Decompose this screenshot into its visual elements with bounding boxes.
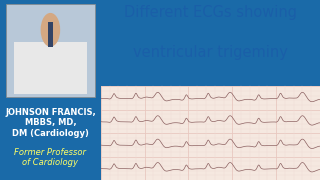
FancyBboxPatch shape — [6, 4, 95, 97]
Text: Different ECGs showing: Different ECGs showing — [124, 5, 297, 20]
FancyBboxPatch shape — [14, 42, 87, 94]
Text: Former Professor
of Cardiology: Former Professor of Cardiology — [14, 148, 86, 167]
FancyBboxPatch shape — [101, 86, 320, 180]
FancyBboxPatch shape — [48, 22, 53, 47]
Text: ventricular trigeminy: ventricular trigeminy — [133, 45, 288, 60]
Text: JOHNSON FRANCIS,
MBBS, MD,
DM (Cardiology): JOHNSON FRANCIS, MBBS, MD, DM (Cardiolog… — [5, 108, 96, 138]
Circle shape — [41, 14, 60, 46]
